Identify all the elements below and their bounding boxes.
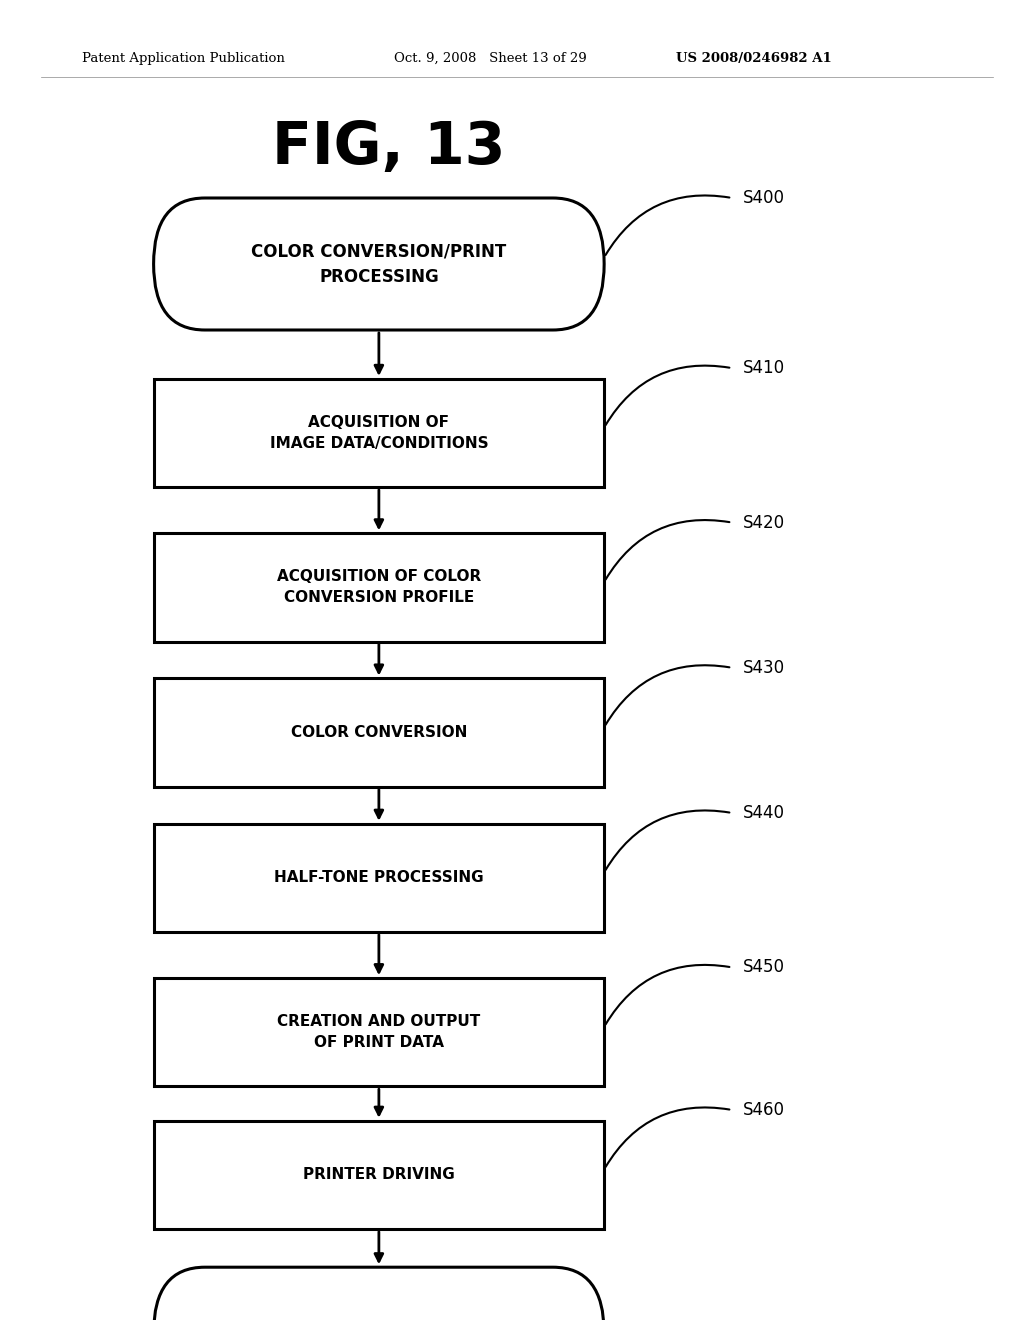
Text: S400: S400 [742, 189, 784, 207]
Text: COLOR CONVERSION: COLOR CONVERSION [291, 725, 467, 741]
FancyBboxPatch shape [154, 678, 604, 787]
Text: S450: S450 [742, 958, 784, 977]
Text: Patent Application Publication: Patent Application Publication [82, 51, 285, 65]
Text: S460: S460 [742, 1101, 784, 1119]
Text: ACQUISITION OF
IMAGE DATA/CONDITIONS: ACQUISITION OF IMAGE DATA/CONDITIONS [269, 414, 488, 451]
FancyBboxPatch shape [154, 198, 604, 330]
FancyBboxPatch shape [154, 379, 604, 487]
Text: ACQUISITION OF COLOR
CONVERSION PROFILE: ACQUISITION OF COLOR CONVERSION PROFILE [276, 569, 481, 606]
Text: S440: S440 [742, 804, 784, 822]
Text: Oct. 9, 2008   Sheet 13 of 29: Oct. 9, 2008 Sheet 13 of 29 [394, 51, 587, 65]
FancyBboxPatch shape [154, 978, 604, 1086]
FancyArrowPatch shape [605, 366, 729, 425]
FancyBboxPatch shape [154, 1267, 604, 1320]
FancyArrowPatch shape [605, 810, 729, 870]
Text: S420: S420 [742, 513, 784, 532]
FancyArrowPatch shape [605, 520, 729, 579]
Text: US 2008/0246982 A1: US 2008/0246982 A1 [676, 51, 831, 65]
Text: COLOR CONVERSION/PRINT
PROCESSING: COLOR CONVERSION/PRINT PROCESSING [251, 243, 507, 285]
FancyBboxPatch shape [154, 824, 604, 932]
FancyBboxPatch shape [154, 1121, 604, 1229]
FancyBboxPatch shape [154, 533, 604, 642]
Text: HALF-TONE PROCESSING: HALF-TONE PROCESSING [274, 870, 483, 886]
FancyArrowPatch shape [605, 195, 729, 255]
FancyArrowPatch shape [605, 665, 729, 725]
FancyArrowPatch shape [605, 965, 729, 1024]
Text: FIG, 13: FIG, 13 [272, 119, 506, 176]
Text: S410: S410 [742, 359, 784, 378]
Text: S430: S430 [742, 659, 784, 677]
FancyArrowPatch shape [605, 1107, 729, 1167]
Text: CREATION AND OUTPUT
OF PRINT DATA: CREATION AND OUTPUT OF PRINT DATA [278, 1014, 480, 1051]
Text: PRINTER DRIVING: PRINTER DRIVING [303, 1167, 455, 1183]
